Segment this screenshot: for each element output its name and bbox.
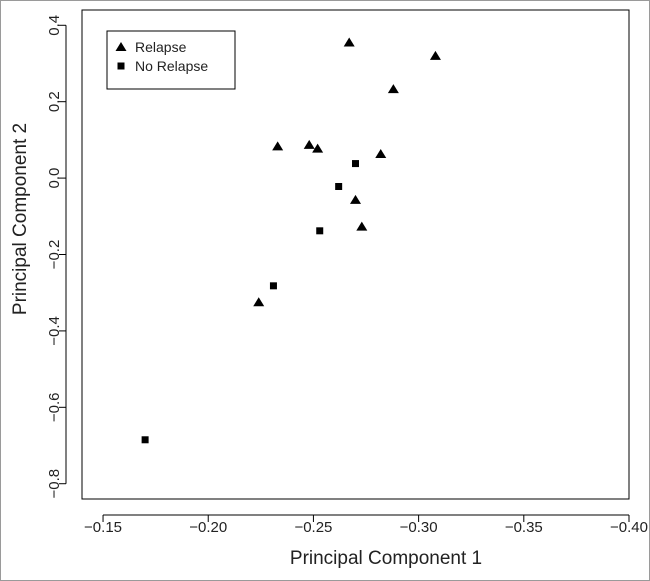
y-axis: 0.4 0.2 0.0 −0.2 −0.4 −0.6 −0.8 [46,15,67,499]
legend-box [106,30,236,90]
y-tick-label: 0.4 [46,15,63,36]
y-tick-label: −0.2 [46,240,63,270]
x-axis-title: Principal Component 1 [290,548,482,569]
relapse-point [356,221,368,231]
relapse-point [375,149,387,159]
relapse-point [343,37,355,47]
plot-area-border [81,9,630,500]
legend-label-relapse: Relapse [135,39,187,55]
no-relapse-point [316,227,324,235]
y-tick-label: 0.0 [46,168,63,189]
relapse-point [429,50,441,60]
y-tick-label: −0.8 [46,469,63,499]
x-axis: −0.15 −0.20 −0.25 −0.30 −0.35 −0.40 [84,514,648,536]
y-tick-label: 0.2 [46,91,63,112]
relapse-point [387,84,399,94]
y-tick-label: −0.6 [46,393,63,423]
relapse-point [350,194,361,204]
x-tick-label: −0.35 [505,519,543,536]
data-points [141,37,441,444]
y-axis-title: Principal Component 2 [10,123,31,315]
legend-triangle-marker [115,42,127,51]
no-relapse-point [335,182,343,190]
x-tick-label: −0.20 [189,519,227,536]
relapse-point [272,141,284,151]
legend-label-no-relapse: No Relapse [135,58,208,74]
relapse-point [312,143,324,153]
x-tick-label: −0.15 [84,519,122,536]
x-tick-label: −0.25 [294,519,332,536]
legend: Relapse No Relapse [106,30,236,90]
no-relapse-point [141,436,149,444]
no-relapse-point [269,282,277,290]
no-relapse-point [352,160,359,168]
legend-square-marker [117,62,125,70]
relapse-point [303,139,315,149]
relapse-point [253,297,265,307]
x-tick-label: −0.40 [610,519,648,536]
x-tick-label: −0.30 [400,519,438,536]
y-tick-label: −0.4 [46,316,63,346]
